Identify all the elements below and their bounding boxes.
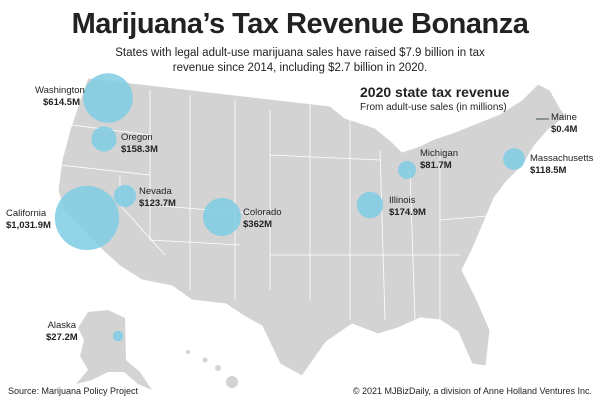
alaska-shape (76, 310, 152, 390)
bubble-washington (83, 73, 133, 123)
contiguous-us-shape (57, 77, 567, 377)
bubble-alaska (112, 330, 124, 342)
label-oregon: Oregon $158.3M (121, 132, 158, 155)
legend-subtitle: From adult-use sales (in millions) (360, 102, 507, 113)
label-illinois: Illinois $174.9M (389, 195, 426, 218)
bubble-colorado (202, 197, 242, 237)
label-massachusetts: Massachusetts $118.5M (530, 153, 594, 176)
label-maine: Maine $0.4M (551, 112, 578, 135)
label-colorado: Colorado $362M (243, 207, 282, 230)
bubbles (54, 73, 549, 342)
bubble-california (54, 185, 120, 251)
page-title: Marijuana’s Tax Revenue Bonanza (71, 8, 529, 40)
label-nevada: Nevada $123.7M (139, 186, 176, 209)
bubble-illinois (356, 191, 384, 219)
label-california: California $1,031.9M (6, 208, 51, 231)
label-alaska: Alaska $27.2M (46, 320, 78, 343)
subtitle: States with legal adult-use marijuana sa… (115, 47, 485, 74)
bubble-massachusetts (503, 148, 525, 170)
hawaii-shape (186, 350, 238, 388)
bubble-nevada (113, 184, 137, 208)
bubble-michigan (397, 160, 417, 180)
source-note: Source: Marijuana Policy Project (8, 386, 139, 396)
credit-note: © 2021 MJBizDaily, a division of Anne Ho… (352, 386, 592, 396)
legend-title: 2020 state tax revenue (360, 84, 510, 100)
label-washington: Washington $614.5M (35, 85, 85, 108)
bubble-oregon (91, 126, 117, 152)
label-michigan: Michigan $81.7M (420, 148, 459, 171)
